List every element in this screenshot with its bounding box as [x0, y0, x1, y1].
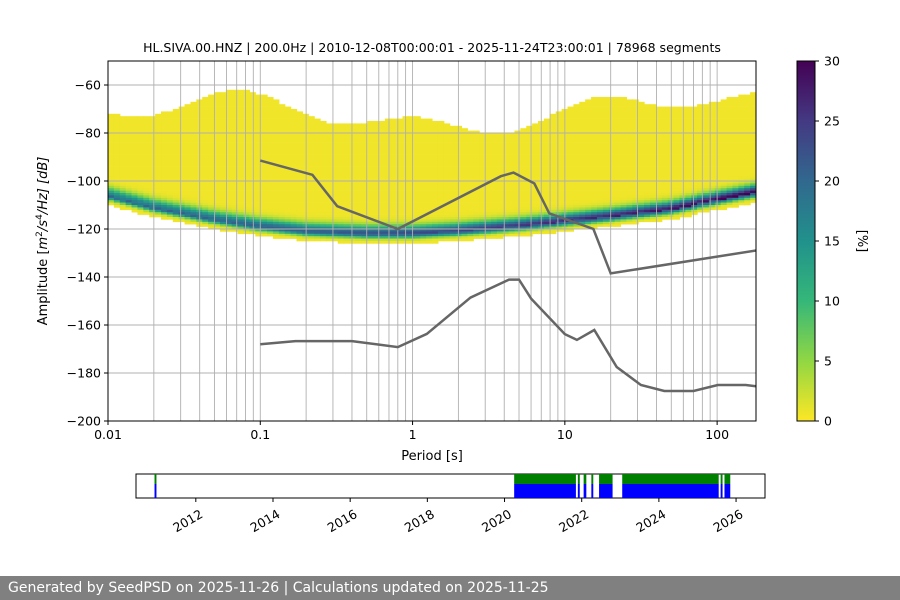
timeline-axis: 2012 2014 2016 2018 2020 2022 2024 2026 [170, 498, 746, 535]
timeline-processed-bar [154, 474, 157, 484]
colorbar-tick-label: 5 [824, 354, 832, 369]
timeline-coverage-bar [724, 484, 731, 498]
colorbar-ticks: 0 5 10 15 20 25 30 [815, 54, 840, 429]
colorbar: 0 5 10 15 20 25 30 [%] [796, 54, 869, 429]
timeline-processed-bar [599, 474, 613, 484]
timeline-processed-bar [577, 474, 580, 484]
timeline-tick-label: 2012 [170, 506, 205, 535]
y-axis: −60 −80 −100 −120 −140 −160 −180 −200 [67, 78, 108, 429]
timeline-processed-bar [583, 474, 587, 484]
colorbar-tick-label: 25 [824, 114, 840, 129]
timeline-tick-label: 2022 [556, 506, 591, 535]
timeline-tick-label: 2026 [711, 506, 746, 535]
footer-text: Generated by SeedPSD on 2025-11-26 | Cal… [8, 580, 549, 596]
colorbar-tick-label: 15 [824, 234, 840, 249]
data-timeline: 2012 2014 2016 2018 2020 2022 2024 2026 [135, 473, 766, 535]
grid-lines [108, 61, 756, 421]
nlnm-curve [260, 278, 756, 393]
y-tick-label: −60 [75, 78, 101, 93]
y-tick-label: −160 [67, 318, 101, 333]
timeline-coverage-bar [514, 484, 576, 498]
x-tick-label: 1 [409, 427, 417, 442]
timeline-processed-bar [720, 474, 723, 484]
y-tick-label: −80 [75, 126, 101, 141]
y-tick-label: −200 [67, 414, 101, 429]
nhnm-curve [259, 159, 756, 275]
y-tick-label: −180 [67, 366, 101, 381]
colorbar-gradient [796, 60, 816, 422]
y-axis-label: Amplitude [m2/s4/Hz] [dB] [35, 157, 51, 326]
timeline-coverage-bar [154, 484, 157, 498]
timeline-coverage-bar [577, 484, 580, 498]
x-tick-label: 0.01 [94, 427, 122, 442]
plot-frame [107, 60, 757, 422]
timeline-processed-bar [514, 474, 576, 484]
timeline-tick-label: 2016 [325, 506, 360, 535]
timeline-tick-label: 2014 [247, 506, 282, 535]
timeline-processed-bar [591, 474, 594, 484]
timeline-tick-label: 2018 [402, 506, 437, 535]
noise-model-curves [259, 159, 756, 393]
x-axis: 0.01 0.1 1 10 100 [94, 421, 729, 442]
chart-title: HL.SIVA.00.HNZ | 200.0Hz | 2010-12-08T00… [143, 40, 721, 55]
timeline-coverage-bar [583, 484, 587, 498]
x-tick-label: 10 [557, 427, 573, 442]
timeline-coverage-bar [599, 484, 613, 498]
y-tick-label: −140 [67, 270, 101, 285]
x-axis-label: Period [s] [401, 449, 463, 464]
psd-figure: HL.SIVA.00.HNZ | 200.0Hz | 2010-12-08T00… [35, 40, 869, 535]
timeline-coverage-bar [591, 484, 594, 498]
psd-heatmap [108, 89, 756, 244]
colorbar-tick-label: 20 [824, 174, 840, 189]
timeline-tick-label: 2024 [633, 506, 668, 535]
timeline-processed-bar [622, 474, 719, 484]
y-tick-label: −120 [67, 222, 101, 237]
timeline-processed-bar [724, 474, 731, 484]
footer-bar: Generated by SeedPSD on 2025-11-26 | Cal… [0, 576, 900, 600]
timeline-coverage-bar [622, 484, 719, 498]
y-tick-label: −100 [67, 174, 101, 189]
heatmap-area [108, 61, 756, 421]
timeline-coverage-bar [720, 484, 723, 498]
colorbar-tick-label: 0 [824, 414, 832, 429]
colorbar-tick-label: 30 [824, 54, 840, 69]
colorbar-label: [%] [854, 230, 869, 253]
x-tick-label: 100 [705, 427, 729, 442]
timeline-tick-label: 2020 [479, 506, 514, 535]
x-tick-label: 0.1 [250, 427, 270, 442]
colorbar-tick-label: 10 [824, 294, 840, 309]
timeline-intervals [154, 474, 731, 498]
